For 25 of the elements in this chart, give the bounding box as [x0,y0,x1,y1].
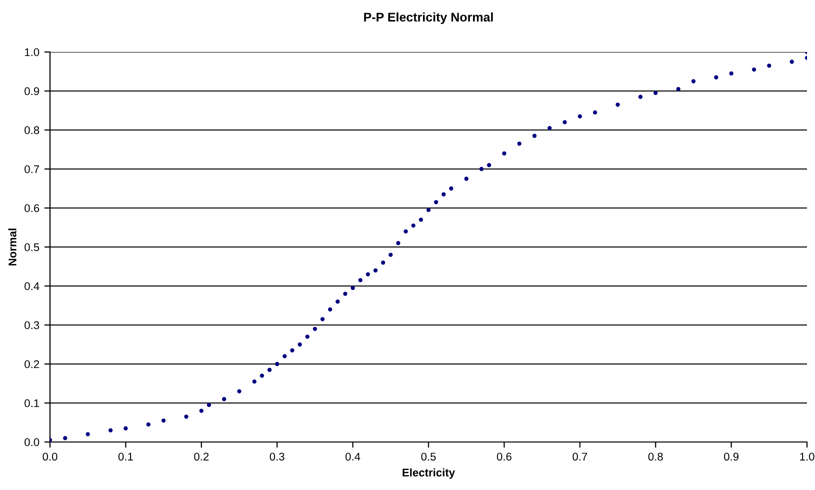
x-tick-label: 1.0 [800,452,814,461]
y-tick-label: 1.0 [24,48,40,56]
y-tick-label: 0.2 [24,360,40,368]
x-tick-label: 0.3 [270,452,284,461]
y-tick-label: 0.0 [24,438,40,446]
y-tick-label: 0.7 [24,165,40,174]
y-tick-label: 0.4 [24,282,40,290]
x-tick-label: 0.1 [118,452,133,461]
x-tick-label: 0.9 [724,452,738,461]
y-tick-label: 0.9 [24,87,40,96]
x-tick-label: 0.0 [42,452,58,461]
x-tick-label: 0.4 [346,452,360,461]
x-tick-label: 0.5 [421,452,436,461]
chart-title: P-P Electricity Normal [364,12,493,24]
x-axis-title: Electricity [402,468,455,479]
x-tick-label: 0.2 [194,452,209,461]
y-tick-label: 0.5 [24,243,40,252]
x-tick-label: 0.6 [496,452,512,461]
x-tick-label: 0.7 [572,452,588,461]
x-tick-label: 0.8 [648,452,663,461]
y-tick-label: 0.6 [24,204,40,212]
y-tick-label: 0.3 [24,321,40,330]
y-axis-title: Normal [8,228,16,266]
y-tick-label: 0.1 [24,399,40,408]
y-tick-label: 0.8 [24,126,40,134]
